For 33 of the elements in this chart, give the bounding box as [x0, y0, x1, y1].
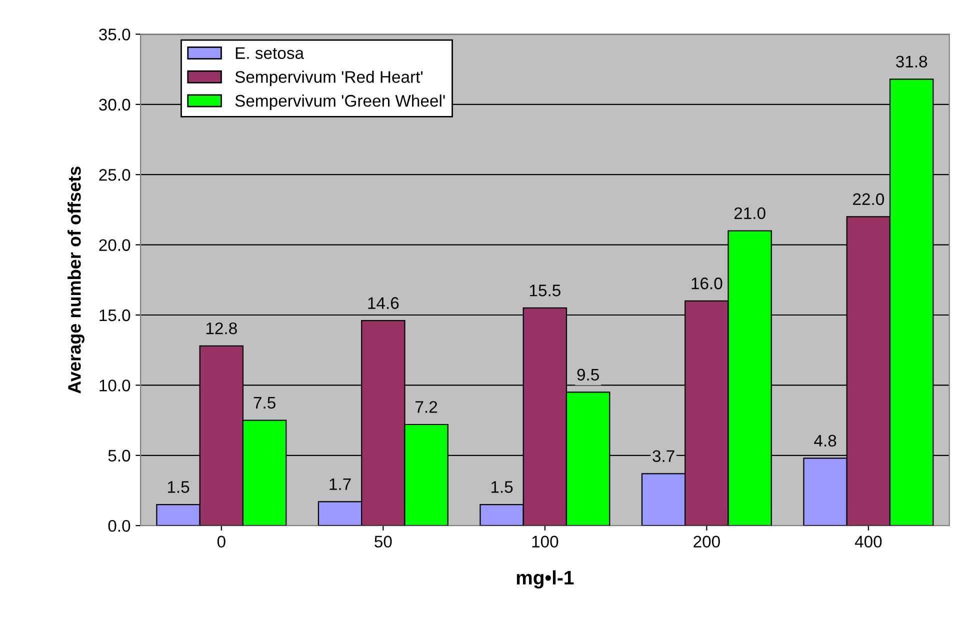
data-label: 7.5	[254, 397, 276, 409]
data-label: 1.7	[330, 478, 351, 490]
y-tick-label: 25.0	[99, 169, 130, 181]
y-tick-label: 20.0	[99, 239, 130, 252]
x-tick-label: 200	[694, 536, 720, 548]
data-label: 31.8	[896, 56, 928, 68]
x-tick-label: 50	[374, 536, 392, 548]
y-tick-label: 0.0	[108, 520, 130, 532]
legend-label: Sempervivum 'Green Wheel'	[235, 94, 445, 110]
x-tick-label: 0	[217, 536, 226, 548]
legend-label: Sempervivum 'Red Heart'	[235, 70, 423, 86]
y-tick-label: 35.0	[99, 28, 130, 40]
legend-label: E. setosa	[236, 47, 304, 59]
data-label: 14.6	[368, 297, 399, 309]
x-tick-label: 100	[532, 536, 558, 548]
y-tick-label: 15.0	[100, 309, 130, 322]
data-label: 15.5	[530, 284, 560, 296]
data-label: 16.0	[692, 278, 722, 290]
y-axis-title: Average number of offsets	[68, 166, 84, 394]
data-label: 7.2	[416, 401, 438, 413]
y-tick-label: 30.0	[99, 98, 130, 111]
data-label: 1.5	[491, 481, 513, 493]
data-label: 4.8	[814, 434, 836, 447]
y-tick-label: 5.0	[108, 450, 130, 462]
x-tick-label: 400	[854, 536, 882, 548]
data-label: 22.0	[853, 193, 884, 206]
data-label: 21.0	[734, 207, 766, 220]
y-tick-label: 10.0	[100, 380, 130, 392]
data-label: 3.7	[652, 450, 674, 462]
x-axis-title: mg•l-1	[516, 570, 574, 589]
data-label: 9.5	[577, 368, 599, 381]
data-label: 12.8	[206, 322, 237, 334]
data-label: 1.5	[168, 481, 190, 493]
